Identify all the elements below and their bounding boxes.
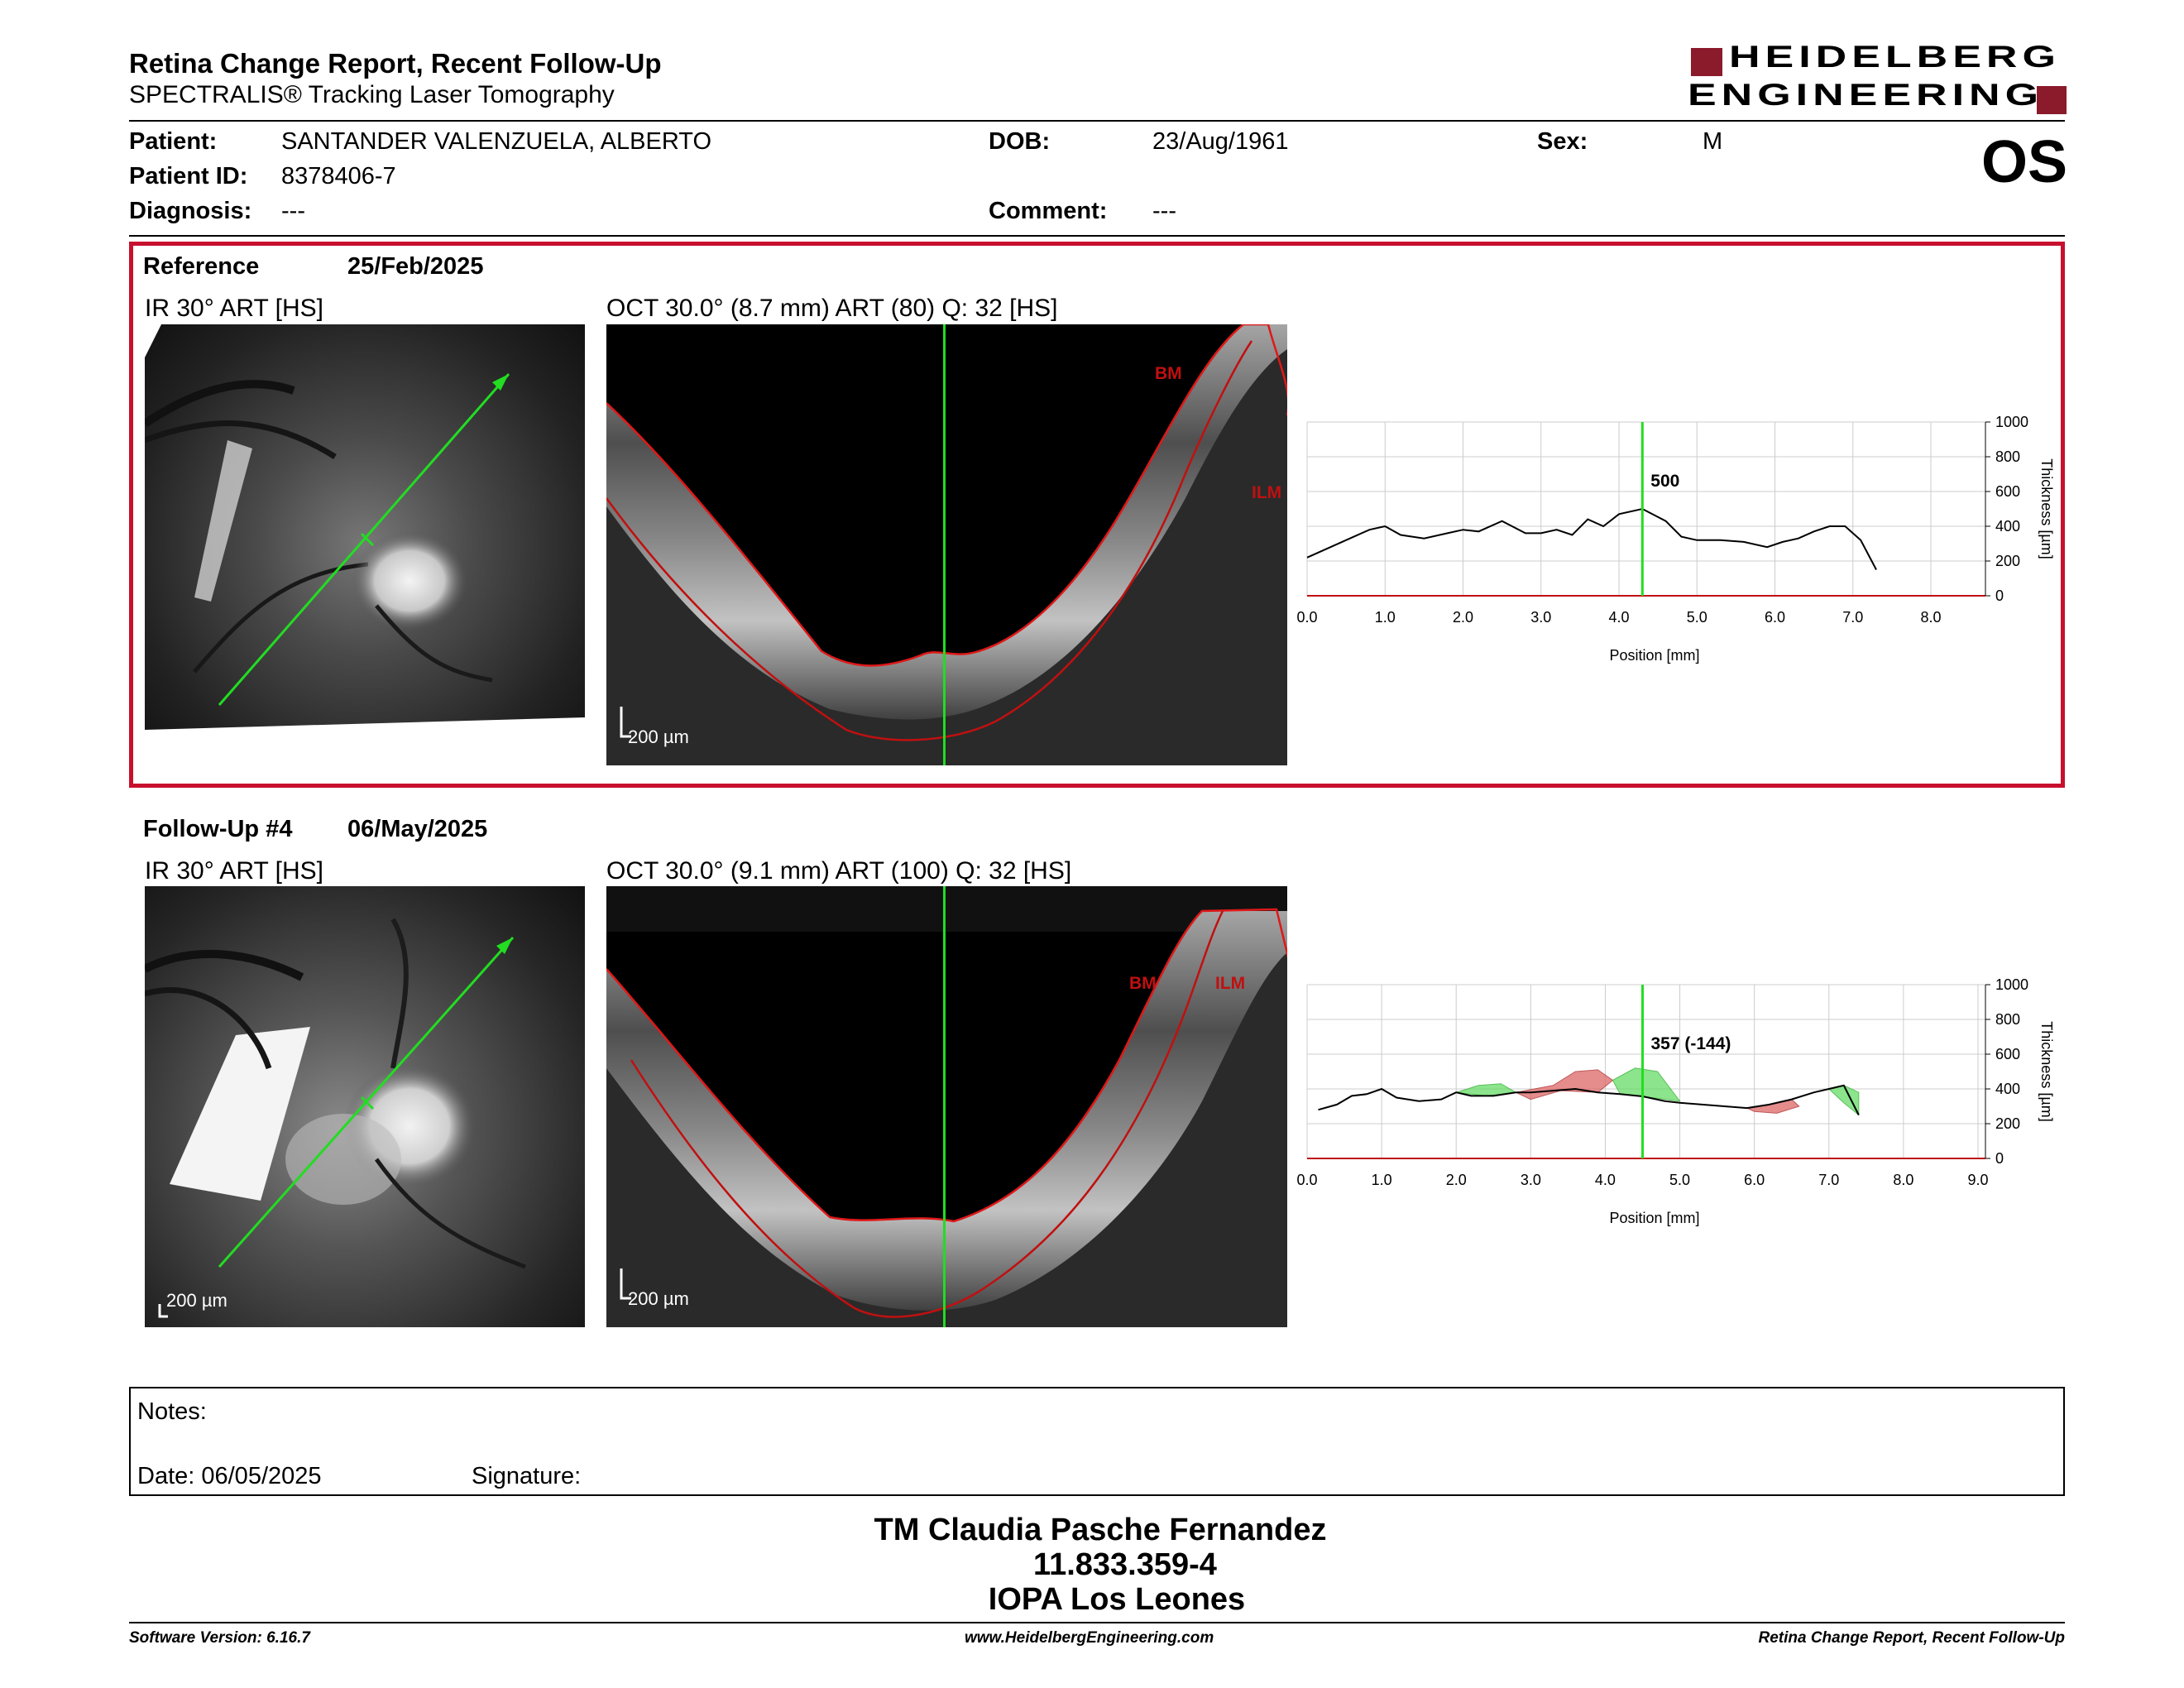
notes-date: Date: 06/05/2025 bbox=[137, 1463, 322, 1489]
x-tick-label: 3.0 bbox=[1530, 609, 1551, 626]
thickness-series-line bbox=[1318, 1084, 1860, 1115]
cursor-value-label: 357 (-144) bbox=[1650, 1034, 1731, 1053]
notes-box[interactable]: Notes: Date: 06/05/2025 Signature: bbox=[129, 1387, 2065, 1496]
reference-ir-scale: 200 µm bbox=[166, 728, 228, 749]
logo-square-icon bbox=[2037, 86, 2067, 114]
increase-region bbox=[1612, 1067, 1681, 1102]
y-tick-label: 0 bbox=[1995, 1150, 2004, 1167]
notes-label: Notes: bbox=[137, 1398, 207, 1425]
reference-ir-fundus-image[interactable]: 200 µm bbox=[145, 324, 585, 765]
y-tick-label: 0 bbox=[1995, 587, 2004, 604]
followup-ir-fundus-image[interactable]: 200 µm bbox=[145, 886, 585, 1327]
footer-software-version: Software Version: 6.16.7 bbox=[129, 1629, 310, 1647]
x-tick-label: 0.0 bbox=[1296, 609, 1317, 626]
increase-region bbox=[1827, 1085, 1860, 1116]
x-tick-label: 8.0 bbox=[1921, 609, 1942, 626]
y-tick-label: 1000 bbox=[1995, 414, 2028, 430]
x-tick-label: 1.0 bbox=[1375, 609, 1396, 626]
x-tick-label: 6.0 bbox=[1765, 609, 1785, 626]
footer-report-name: Retina Change Report, Recent Follow-Up bbox=[1758, 1629, 2065, 1647]
reference-thickness-chart: 0.0 1.0 2.0 3.0 4.0 5.0 6.0 7.0 8.0 0 200 400 600 800… bbox=[1296, 414, 2055, 664]
y-tick-label: 200 bbox=[1995, 553, 2020, 569]
y-tick-label: 1000 bbox=[1995, 976, 2028, 993]
x-tick-label: 6.0 bbox=[1744, 1172, 1765, 1188]
diagnosis-value: --- bbox=[281, 198, 305, 224]
eye-indicator: OS bbox=[1981, 129, 2068, 195]
y-axis-label: Thickness [µm] bbox=[2038, 458, 2055, 559]
x-tick-label: 5.0 bbox=[1669, 1172, 1690, 1188]
signature-label: Signature: bbox=[472, 1463, 582, 1489]
followup-ir-scale: 200 µm bbox=[166, 1290, 228, 1311]
comment-label: Comment: bbox=[989, 198, 1108, 224]
y-tick-label: 600 bbox=[1995, 483, 2020, 500]
patient-name: SANTANDER VALENZUELA, ALBERTO bbox=[281, 128, 712, 155]
followup-oct-bscan-image[interactable]: BM ILM 200 µm bbox=[606, 886, 1287, 1327]
reference-label: Reference bbox=[143, 253, 260, 280]
x-tick-label: 5.0 bbox=[1687, 609, 1707, 626]
diagnosis-label: Diagnosis: bbox=[129, 198, 252, 224]
x-tick-label: 0.0 bbox=[1296, 1172, 1317, 1188]
y-tick-label: 400 bbox=[1995, 518, 2020, 535]
followup-ir-label: IR 30° ART [HS] bbox=[145, 857, 323, 885]
x-axis-label: Position [mm] bbox=[1609, 1210, 1699, 1226]
y-tick-label: 400 bbox=[1995, 1081, 2020, 1097]
followup-oct-scale: 200 µm bbox=[628, 1288, 689, 1309]
y-tick-label: 200 bbox=[1995, 1115, 2020, 1132]
reference-box bbox=[129, 242, 2065, 788]
patient-label: Patient: bbox=[129, 128, 218, 155]
signer-institution: IOPA Los Leones bbox=[988, 1582, 1246, 1617]
followup-bm-label: BM bbox=[1129, 974, 1157, 993]
reference-oct-scale: 200 µm bbox=[628, 727, 689, 747]
logo-square-icon bbox=[1691, 48, 1722, 76]
footer-website-link[interactable]: www.HeidelbergEngineering.com bbox=[965, 1629, 1214, 1647]
x-tick-label: 8.0 bbox=[1893, 1172, 1913, 1188]
signer-name: TM Claudia Pasche Fernandez bbox=[874, 1513, 1327, 1547]
sex-value: M bbox=[1703, 128, 1723, 155]
x-tick-label: 2.0 bbox=[1453, 609, 1473, 626]
x-tick-label: 9.0 bbox=[1967, 1172, 1988, 1188]
x-tick-label: 3.0 bbox=[1521, 1172, 1541, 1188]
report-title: Retina Change Report, Recent Follow-Up bbox=[129, 48, 662, 79]
logo-text-line1: HEIDELBERG bbox=[1729, 39, 2061, 74]
signer-id: 11.833.359-4 bbox=[1033, 1547, 1217, 1582]
reference-oct-label: OCT 30.0° (8.7 mm) ART (80) Q: 32 [HS] bbox=[606, 295, 1058, 322]
dob-label: DOB: bbox=[989, 128, 1051, 155]
followup-date: 06/May/2025 bbox=[347, 816, 488, 842]
report-subtitle: SPECTRALIS® Tracking Laser Tomography bbox=[129, 81, 615, 108]
x-tick-label: 1.0 bbox=[1372, 1172, 1392, 1188]
followup-ilm-label: ILM bbox=[1215, 974, 1246, 993]
y-tick-label: 800 bbox=[1995, 448, 2020, 465]
sex-label: Sex: bbox=[1537, 128, 1588, 155]
x-tick-label: 2.0 bbox=[1446, 1172, 1467, 1188]
x-tick-label: 4.0 bbox=[1608, 609, 1629, 626]
reference-ir-label: IR 30° ART [HS] bbox=[145, 295, 323, 322]
followup-label: Follow-Up #4 bbox=[143, 816, 293, 842]
y-tick-label: 800 bbox=[1995, 1011, 2020, 1028]
patient-id-label: Patient ID: bbox=[129, 163, 248, 189]
y-axis-label: Thickness [µm] bbox=[2038, 1021, 2055, 1121]
reference-date: 25/Feb/2025 bbox=[347, 253, 484, 280]
comment-value: --- bbox=[1152, 198, 1176, 224]
followup-thickness-chart: 0.0 1.0 2.0 3.0 4.0 5.0 6.0 7.0 8.0 9.0 0 200 400 600… bbox=[1296, 976, 2055, 1226]
x-tick-label: 7.0 bbox=[1842, 609, 1863, 626]
dob-value: 23/Aug/1961 bbox=[1152, 128, 1289, 155]
reference-bm-label: BM bbox=[1155, 364, 1182, 383]
reference-ilm-label: ILM bbox=[1252, 483, 1282, 502]
x-tick-label: 4.0 bbox=[1595, 1172, 1616, 1188]
patient-id: 8378406-7 bbox=[281, 163, 396, 189]
followup-oct-label: OCT 30.0° (9.1 mm) ART (100) Q: 32 [HS] bbox=[606, 857, 1072, 885]
x-axis-label: Position [mm] bbox=[1609, 647, 1699, 664]
x-tick-label: 7.0 bbox=[1818, 1172, 1839, 1188]
thickness-series-line bbox=[1306, 507, 1877, 570]
y-tick-label: 600 bbox=[1995, 1046, 2020, 1062]
cursor-value-label: 500 bbox=[1650, 472, 1679, 491]
reference-oct-bscan-image[interactable]: BM ILM 200 µm bbox=[606, 324, 1287, 765]
logo-text-line2: ENGINEERING bbox=[1688, 77, 2044, 113]
